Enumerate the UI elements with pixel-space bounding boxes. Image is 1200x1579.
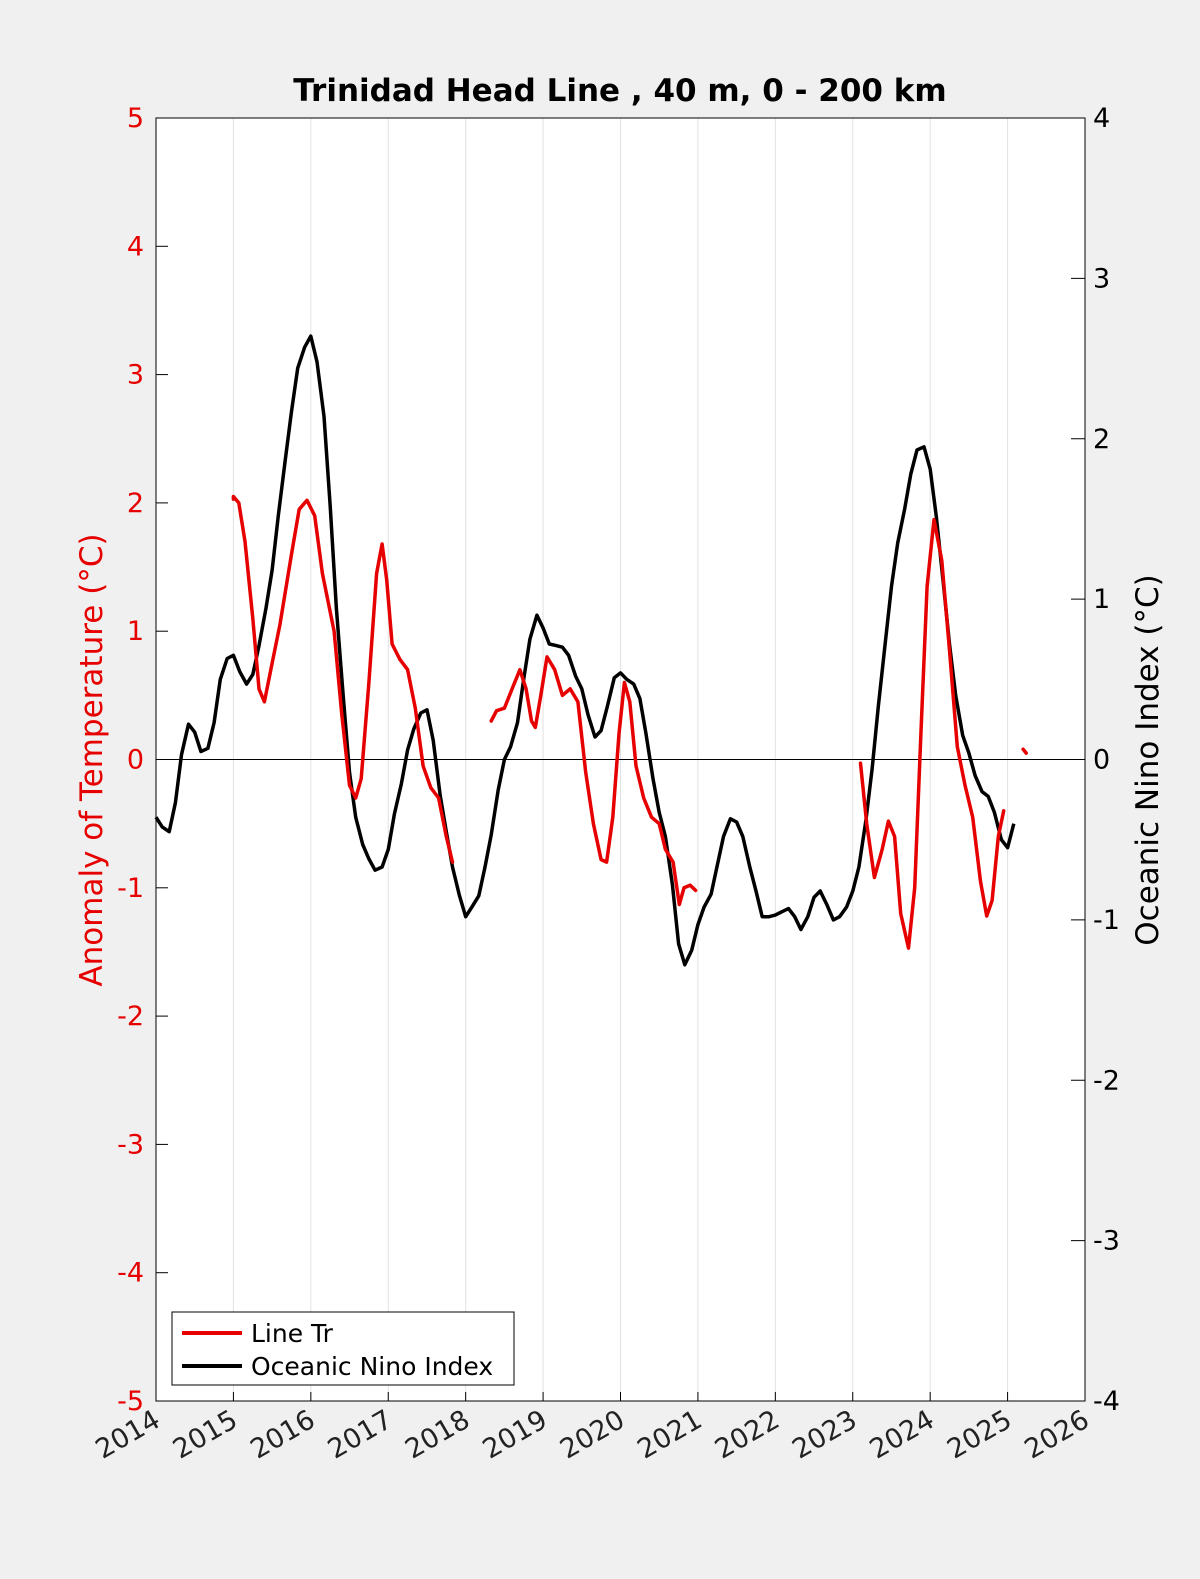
right-y-tick-label: -1 [1093, 905, 1120, 936]
right-y-tick-label: -2 [1093, 1065, 1120, 1096]
left-y-tick-label: 5 [127, 103, 144, 134]
left-y-axis: 5 4 3 2 1 0 -1 -2 -3 -4 -5 [117, 103, 168, 1417]
left-y-tick-label: -3 [117, 1129, 144, 1160]
left-y-tick-label: 0 [127, 745, 144, 776]
series-line-line-tr [1021, 747, 1028, 755]
legend-oni-label: Oceanic Nino Index [251, 1352, 493, 1381]
right-y-tick-label: 2 [1093, 424, 1110, 455]
series-layer [154, 334, 1028, 967]
right-y-tick-label: -4 [1093, 1386, 1120, 1417]
left-y-tick-label: -1 [117, 873, 144, 904]
legend: Line Tr Oceanic Nino Index [171, 1311, 515, 1386]
right-y-tick-label: 4 [1093, 103, 1110, 134]
right-y-tick-label: -3 [1093, 1226, 1120, 1257]
legend-box [171, 1311, 515, 1386]
series-line-line-tr [489, 655, 698, 907]
left-y-tick-label: 1 [127, 616, 144, 647]
right-y-axis-label: Oceanic Nino Index (°C) [1130, 574, 1166, 945]
series-line-line-tr [231, 494, 455, 864]
chart-title: Trinidad Head Line , 40 m, 0 - 200 km [293, 73, 946, 109]
series-line-oceanic-nino-index [154, 334, 1016, 967]
left-y-axis-label: Anomaly of Temperature (°C) [74, 533, 110, 986]
left-y-tick-label: -4 [117, 1258, 144, 1289]
left-y-tick-label: -5 [117, 1386, 144, 1417]
right-y-tick-label: 1 [1093, 584, 1110, 615]
right-y-axis: 4 3 2 1 0 -1 -2 -3 -4 [1071, 103, 1120, 1417]
left-y-tick-label: 4 [127, 231, 144, 262]
series-line-line-tr [858, 517, 1006, 950]
left-y-tick-label: 2 [127, 488, 144, 519]
left-y-tick-label: 3 [127, 360, 144, 391]
legend-line-tr-label: Line Tr [251, 1319, 334, 1348]
right-y-tick-label: 3 [1093, 263, 1110, 294]
left-y-tick-label: -2 [117, 1001, 144, 1032]
right-y-tick-label: 0 [1093, 745, 1110, 776]
